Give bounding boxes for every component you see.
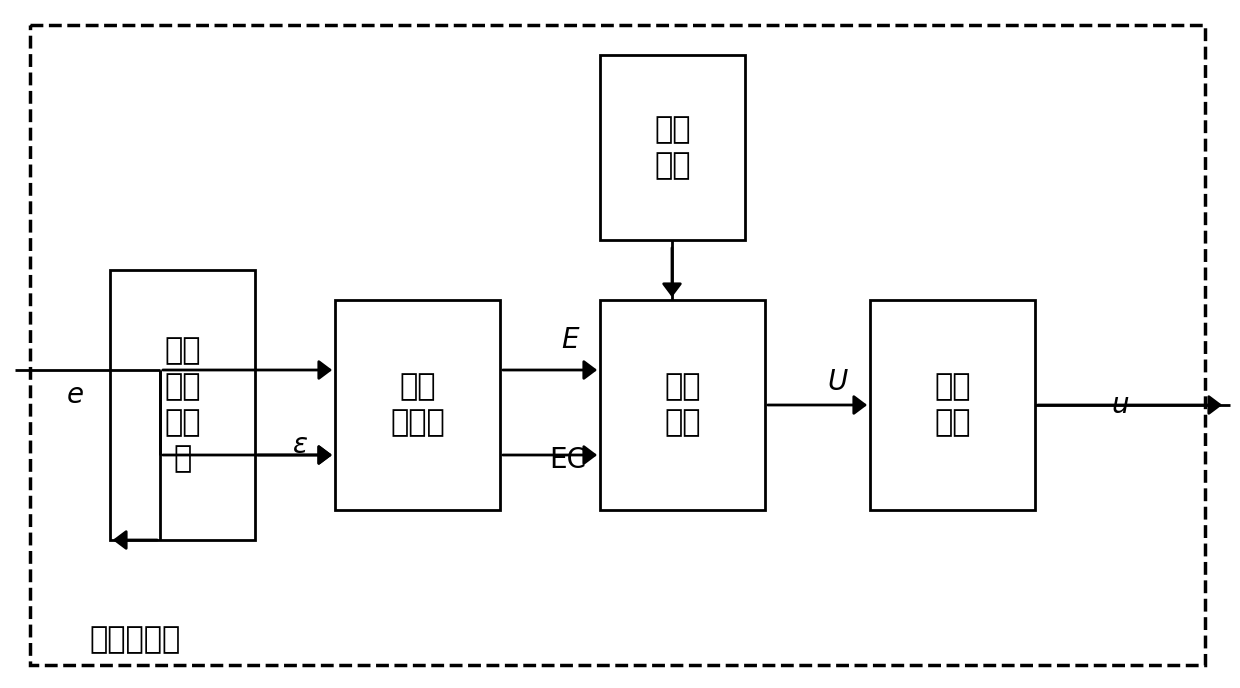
- Bar: [335, 300, 500, 510]
- Bar: [110, 270, 255, 540]
- Text: ε: ε: [293, 431, 308, 459]
- Text: EC: EC: [549, 446, 587, 474]
- Text: 模糊
推理: 模糊 推理: [665, 372, 701, 438]
- Text: 模糊
化处理: 模糊 化处理: [391, 372, 445, 438]
- Bar: [600, 300, 765, 510]
- Text: 逆模
糊化: 逆模 糊化: [934, 372, 971, 438]
- Text: 模糊控制器: 模糊控制器: [89, 625, 181, 654]
- Bar: [600, 55, 745, 240]
- Bar: [870, 300, 1035, 510]
- Text: 控制
规则: 控制 规则: [655, 115, 691, 180]
- Text: u: u: [1111, 391, 1128, 419]
- Text: e: e: [67, 381, 83, 409]
- Text: 计算
误差
变化
率: 计算 误差 变化 率: [164, 336, 201, 473]
- Text: U: U: [828, 368, 848, 396]
- Text: E: E: [562, 326, 579, 354]
